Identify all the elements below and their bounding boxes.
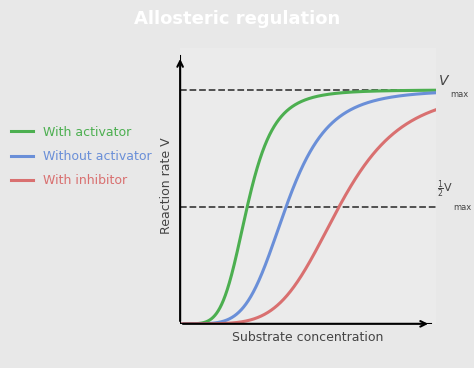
- Text: Allosteric regulation: Allosteric regulation: [134, 10, 340, 28]
- Text: V: V: [439, 74, 448, 88]
- Text: max: max: [453, 202, 471, 212]
- Text: $\frac{1}{2}$V: $\frac{1}{2}$V: [437, 178, 453, 200]
- Legend: With activator, Without activator, With inhibitor: With activator, Without activator, With …: [11, 125, 152, 187]
- Text: max: max: [450, 90, 468, 99]
- X-axis label: Substrate concentration: Substrate concentration: [232, 331, 384, 344]
- Y-axis label: Reaction rate V: Reaction rate V: [160, 138, 173, 234]
